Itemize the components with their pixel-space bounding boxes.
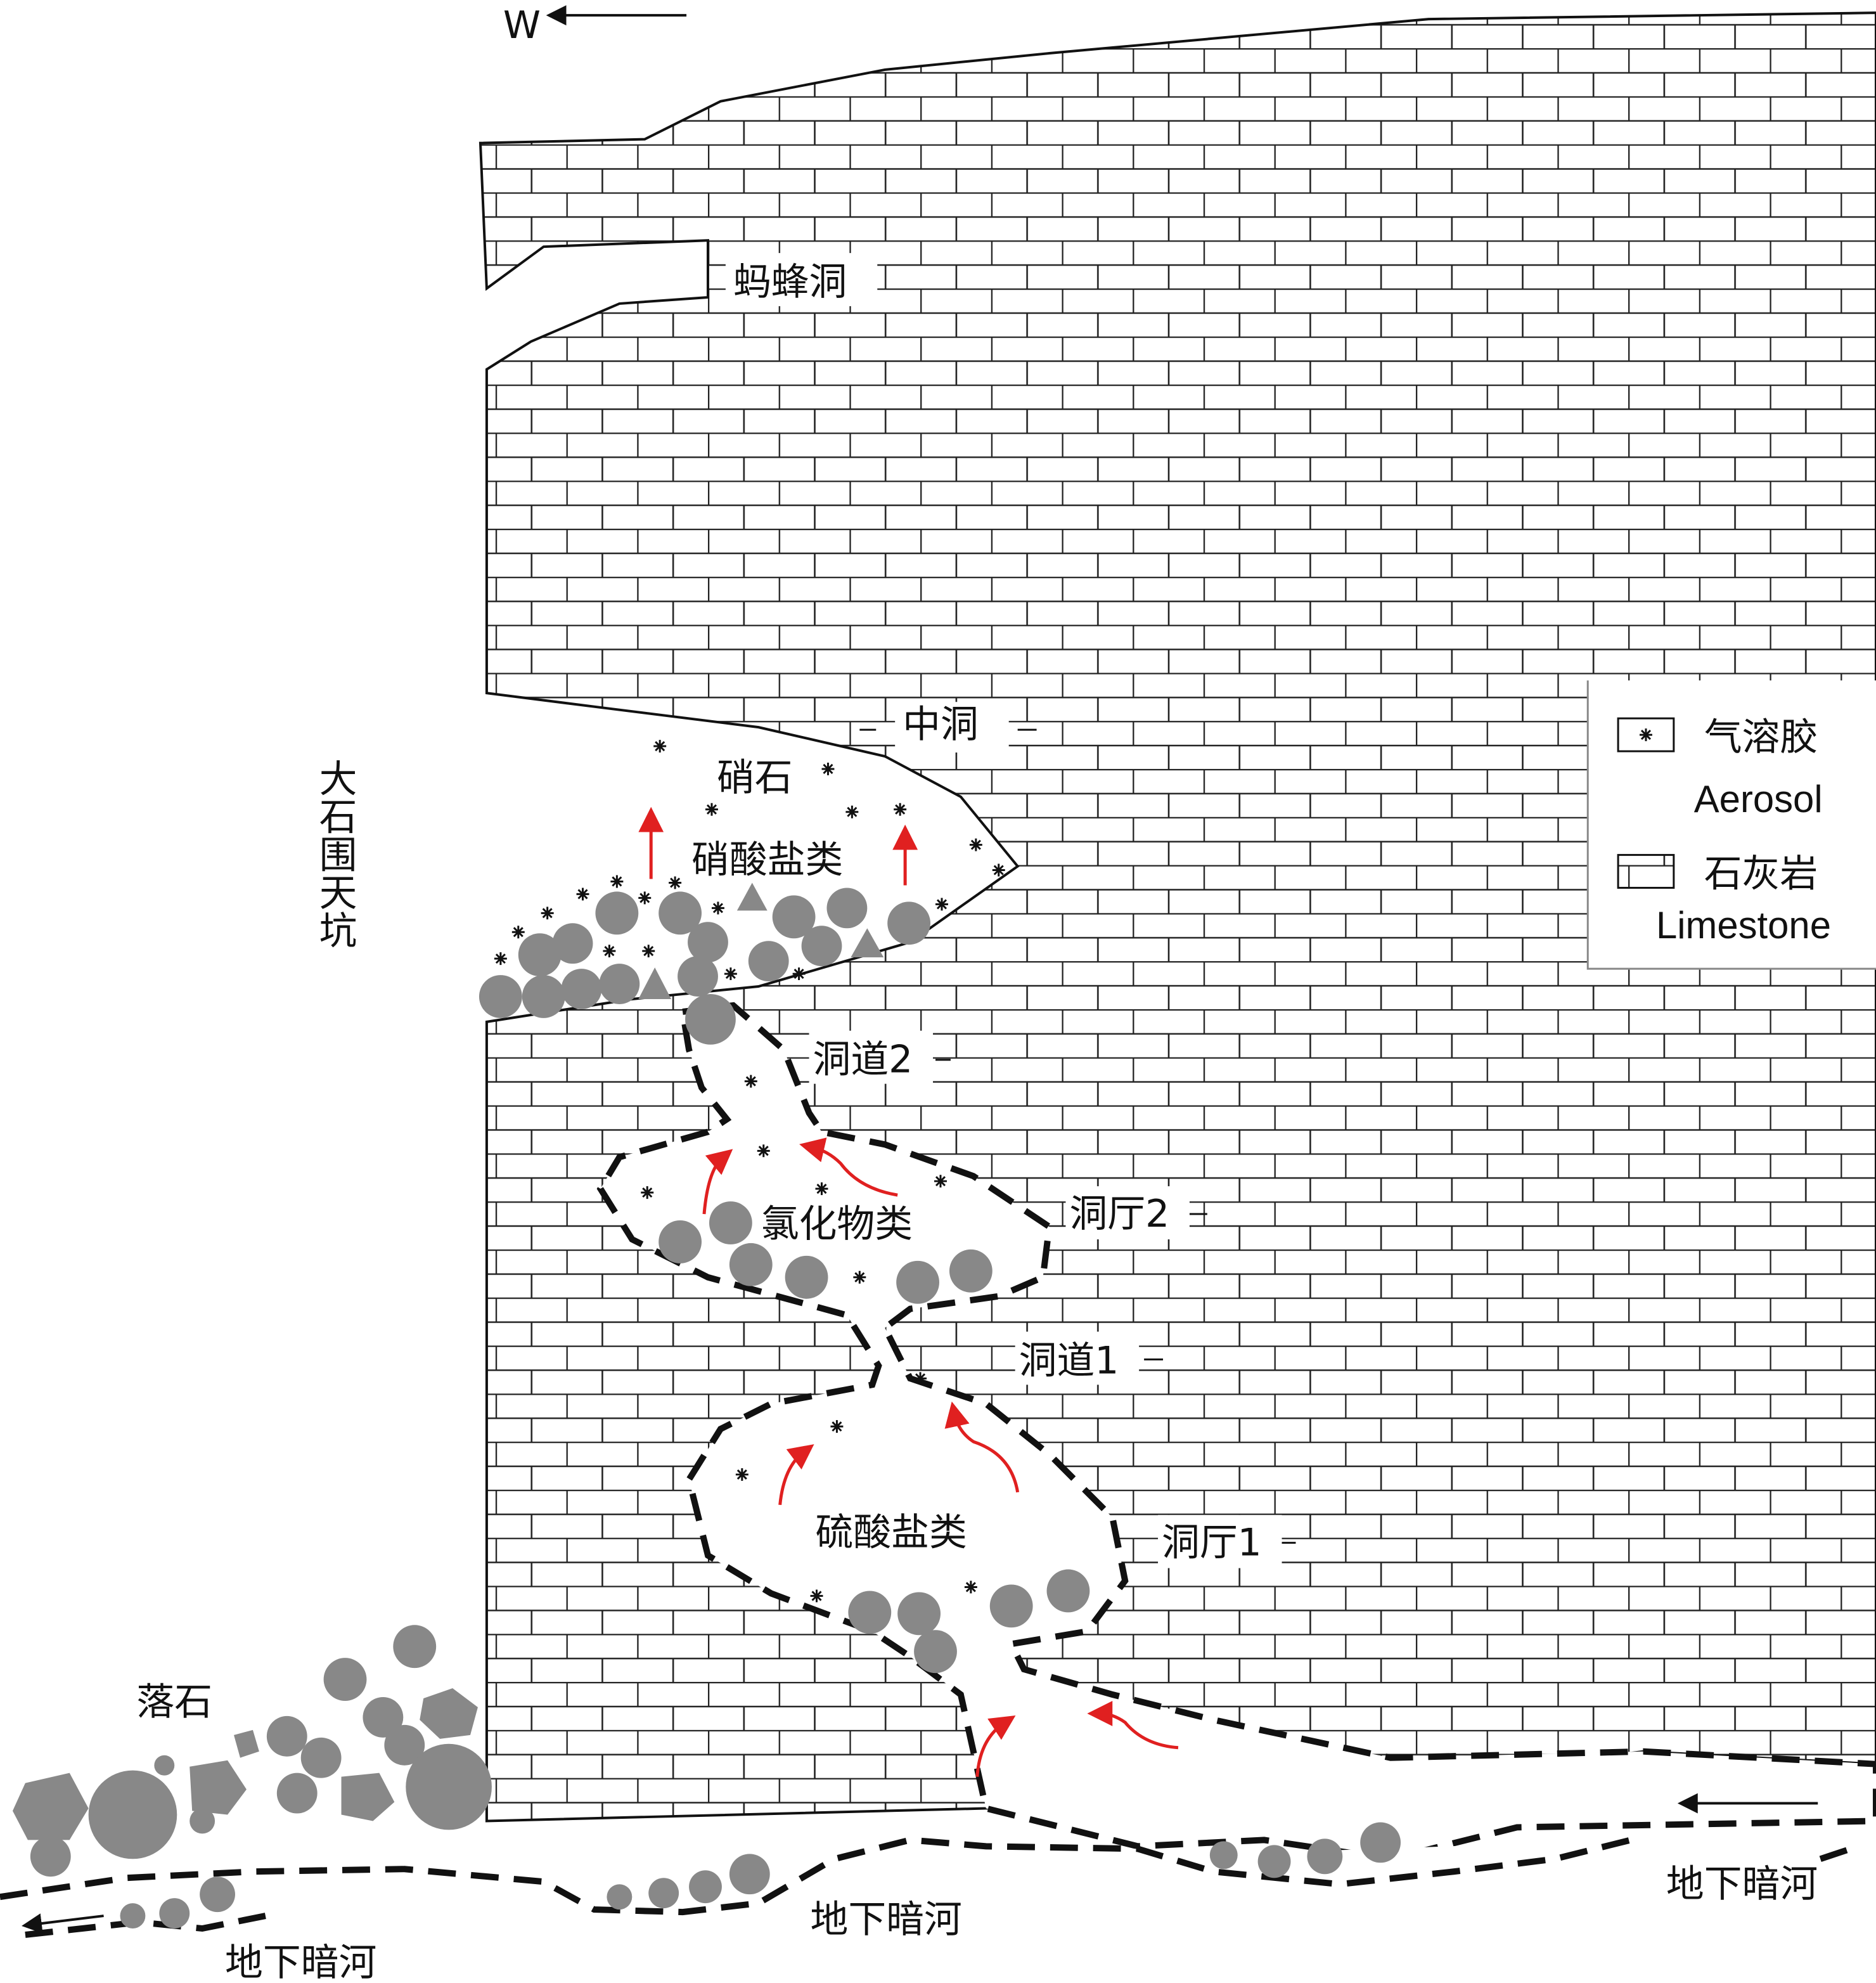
legend-label: Aerosol	[1694, 778, 1823, 820]
label: 中洞	[903, 702, 979, 747]
legend: 气溶胶 Aerosol 石灰岩 Limestone	[1586, 680, 1876, 970]
label: 硫酸盐类	[816, 1511, 967, 1555]
legend-label: 气溶胶	[1704, 715, 1818, 759]
legend-label: Limestone	[1656, 904, 1831, 946]
label: 地下暗河	[225, 1941, 376, 1983]
limestone	[479, 11, 1876, 1823]
labels: W 蚂蜂洞 中洞 大石围天坑 硝石 硝酸盐类 洞道2 氯化物类 洞厅2 洞道1 …	[136, 3, 1818, 1983]
airflow-arrows	[638, 806, 1179, 1777]
label: 蚂蜂洞	[733, 260, 847, 304]
label: 洞道1	[1019, 1338, 1119, 1383]
label: 硝酸盐类	[691, 838, 843, 882]
label: 洞厅1	[1162, 1521, 1262, 1565]
label-leaders	[859, 728, 1296, 1544]
label: 地下暗河	[1666, 1862, 1818, 1906]
direction-arrows	[22, 5, 1818, 1934]
label: 洞厅2	[1069, 1192, 1169, 1236]
label: 落石	[136, 1680, 212, 1724]
label: 地下暗河	[811, 1897, 962, 1942]
label: 硝石	[717, 756, 793, 800]
label: 大石围天坑	[313, 759, 357, 948]
direction: W	[503, 3, 541, 48]
label: 氯化物类	[761, 1202, 913, 1246]
legend-label: 石灰岩	[1704, 851, 1818, 896]
label: 洞道2	[813, 1038, 913, 1082]
boulders	[12, 882, 1401, 1929]
